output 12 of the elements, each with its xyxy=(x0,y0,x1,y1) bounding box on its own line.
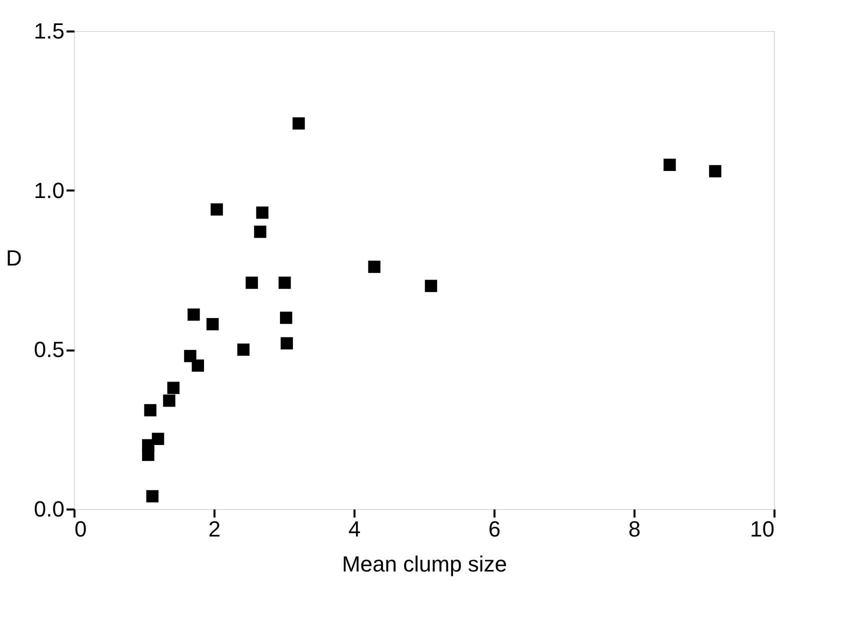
y-axis-title: D xyxy=(6,246,22,270)
x-tick-label: 4 xyxy=(348,516,361,542)
y-tick-label: 1.0 xyxy=(34,178,64,203)
y-tick-label: 1.5 xyxy=(34,18,64,44)
x-tick-label: 10 xyxy=(750,516,774,542)
x-tick-label: 8 xyxy=(628,516,641,542)
x-tick-label: 0 xyxy=(74,516,87,542)
x-tick-label: 2 xyxy=(208,516,221,542)
y-tick-label: 0.5 xyxy=(34,337,64,362)
x-tick-label: 6 xyxy=(488,516,501,542)
y-tick-label: 0.0 xyxy=(34,496,64,522)
x-axis-title: Mean clump size xyxy=(342,552,508,576)
